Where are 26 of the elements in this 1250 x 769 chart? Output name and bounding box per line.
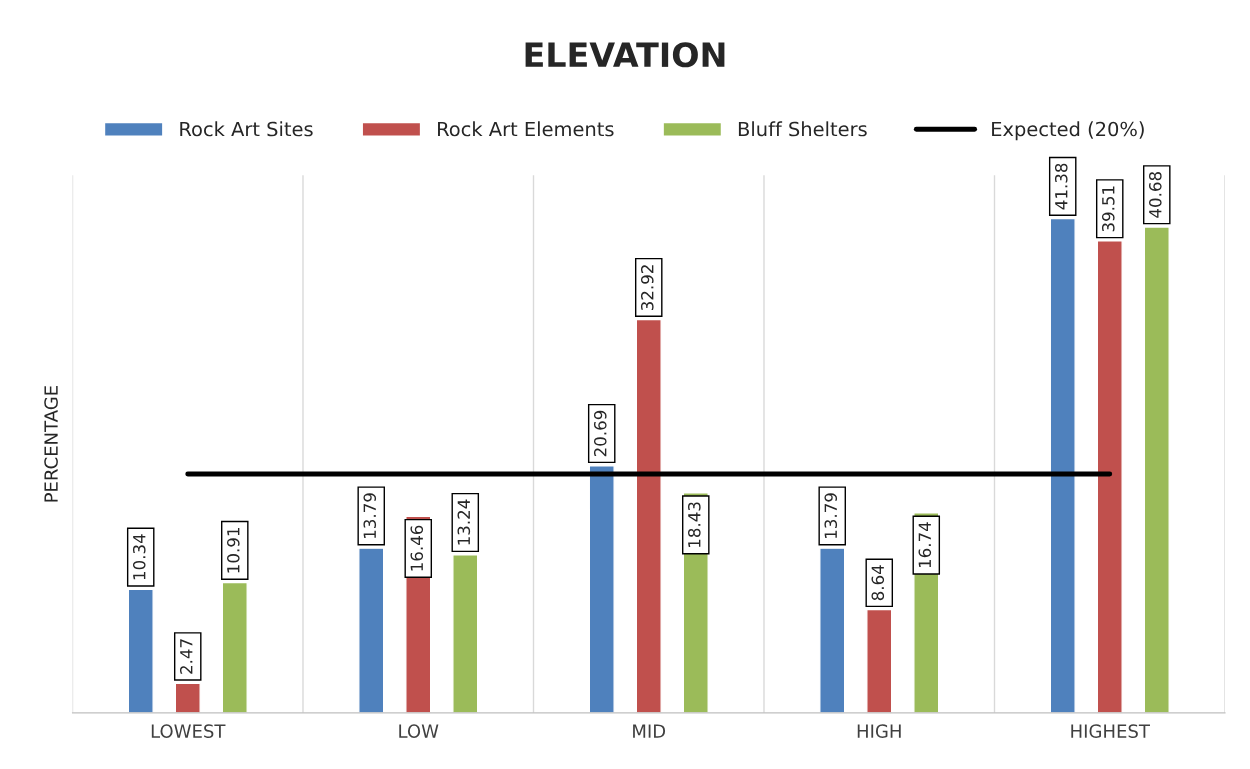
data-label: 41.38 [1054, 163, 1068, 210]
data-label: 20.69 [593, 410, 607, 457]
data-label: 13.24 [457, 499, 471, 545]
chart-title: ELEVATION [525, 42, 725, 68]
legend-label: Rock Art Sites [180, 121, 313, 137]
legend-label: Rock Art Elements [438, 121, 614, 137]
data-label: 13.79 [824, 493, 838, 538]
legend-label: Bluff Shelters [738, 121, 867, 137]
x-tick-label: HIGHEST [1071, 724, 1150, 738]
data-label: 8.64 [871, 565, 885, 601]
data-label: 40.68 [1149, 172, 1162, 218]
legend-label: Expected (20%) [992, 121, 1144, 141]
data-label: 16.74 [918, 522, 932, 568]
x-tick-label: LOW [399, 724, 439, 738]
data-label: 32.92 [640, 265, 654, 311]
data-label: 39.51 [1101, 186, 1115, 232]
x-tick-label: HIGH [857, 724, 901, 738]
data-label: 16.46 [410, 525, 424, 571]
data-label: 10.91 [227, 528, 240, 573]
data-label: 2.47 [179, 639, 193, 674]
y-axis-title: PERCENTAGE [44, 385, 58, 502]
x-tick-label: MID [633, 724, 666, 738]
data-label: 10.34 [132, 534, 146, 580]
x-tick-label: LOWEST [151, 724, 226, 738]
data-label: 13.79 [363, 493, 377, 538]
data-label: 18.43 [688, 502, 701, 547]
